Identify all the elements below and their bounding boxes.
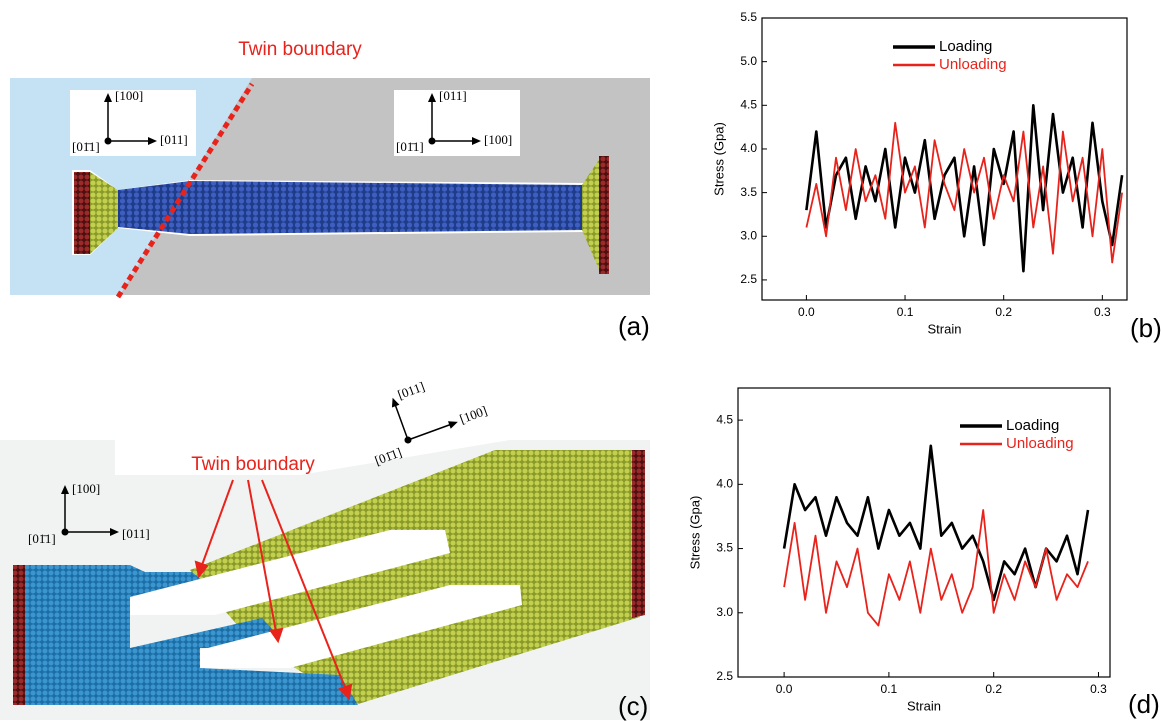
y-tick-label: 3.0 <box>740 228 757 242</box>
y-tick-label: 2.5 <box>740 272 757 286</box>
end-cap <box>74 172 90 254</box>
panel-c: Twin boundary [100] [011] [01̄1] [01̄1] … <box>0 379 650 721</box>
axis-label: [011] <box>160 132 188 147</box>
void <box>200 585 522 668</box>
legend-label: Loading <box>939 38 992 55</box>
axis-label: [011] <box>122 526 150 541</box>
axis-label: [100] <box>115 88 143 103</box>
parent-region <box>13 565 358 705</box>
panel-label: (a) <box>618 311 650 341</box>
y-tick-label: 2.5 <box>716 669 733 683</box>
grip <box>90 172 118 254</box>
x-tick-label: 0.3 <box>1090 682 1107 696</box>
legend-label: Unloading <box>939 56 1007 73</box>
y-tick-label: 4.0 <box>740 141 757 155</box>
plot-frame <box>761 17 1128 301</box>
y-tick-label: 3.5 <box>716 541 733 555</box>
end-cap <box>13 565 25 705</box>
x-tick-label: 0.3 <box>1094 305 1111 319</box>
y-axis-label: Stress (Gpa) <box>687 496 702 570</box>
panel-label: (c) <box>618 691 648 721</box>
axis-label: [011] <box>396 379 427 403</box>
nanowire <box>118 181 585 234</box>
end-cap <box>599 156 609 274</box>
x-tick-label: 0.2 <box>985 682 1002 696</box>
y-tick-label: 4.5 <box>740 97 757 111</box>
panel-a: Twin boundary [100] [011] [01̄1] [011] [… <box>10 39 650 341</box>
annotation: Twin boundary <box>238 39 362 60</box>
y-axis-label: Stress (Gpa) <box>711 122 726 196</box>
x-axis-label: Strain <box>907 698 941 713</box>
data-line <box>805 121 1123 264</box>
axis-label: [01̄1] <box>396 139 424 154</box>
x-tick-label: 0.1 <box>897 305 914 319</box>
axis-label: [100] <box>458 403 490 427</box>
panel-label: (b) <box>1130 313 1161 343</box>
x-tick-label: 0.2 <box>995 305 1012 319</box>
legend-label: Loading <box>1006 417 1059 434</box>
data-line <box>805 104 1124 273</box>
x-tick-label: 0.0 <box>798 305 815 319</box>
axis-label: [100] <box>72 481 100 496</box>
void <box>130 530 450 615</box>
y-tick-label: 3.5 <box>740 185 757 199</box>
annotation-arrows <box>194 479 353 701</box>
axis-label: [011] <box>439 88 467 103</box>
legend-label: Unloading <box>1006 435 1074 452</box>
x-tick-label: 0.1 <box>881 682 898 696</box>
end-cap <box>632 450 645 618</box>
y-tick-label: 4.5 <box>716 412 733 426</box>
y-tick-label: 4.0 <box>716 477 733 491</box>
twin-boundary-line <box>115 82 255 299</box>
plot-frame <box>737 387 1111 678</box>
y-tick-label: 5.0 <box>740 54 757 68</box>
axis-label: [01̄1] <box>72 139 100 154</box>
x-tick-label: 0.0 <box>776 682 793 696</box>
data-line <box>783 509 1089 627</box>
panel-label: (d) <box>1128 689 1160 719</box>
grip <box>582 158 600 272</box>
x-axis-label: Strain <box>928 321 962 336</box>
axes-key: [100] [011] [01̄1] [01̄1] <box>28 481 150 546</box>
axis-label: [01̄1] <box>28 531 56 546</box>
y-tick-label: 3.0 <box>716 605 733 619</box>
annotation: Twin boundary <box>191 454 315 475</box>
axes-key: [011] [100] [01̄1] <box>394 88 520 156</box>
axis-label: [100] <box>484 132 512 147</box>
axes-key: [100] [011] [01̄1] <box>70 88 196 156</box>
y-tick-label: 5.5 <box>740 10 757 24</box>
